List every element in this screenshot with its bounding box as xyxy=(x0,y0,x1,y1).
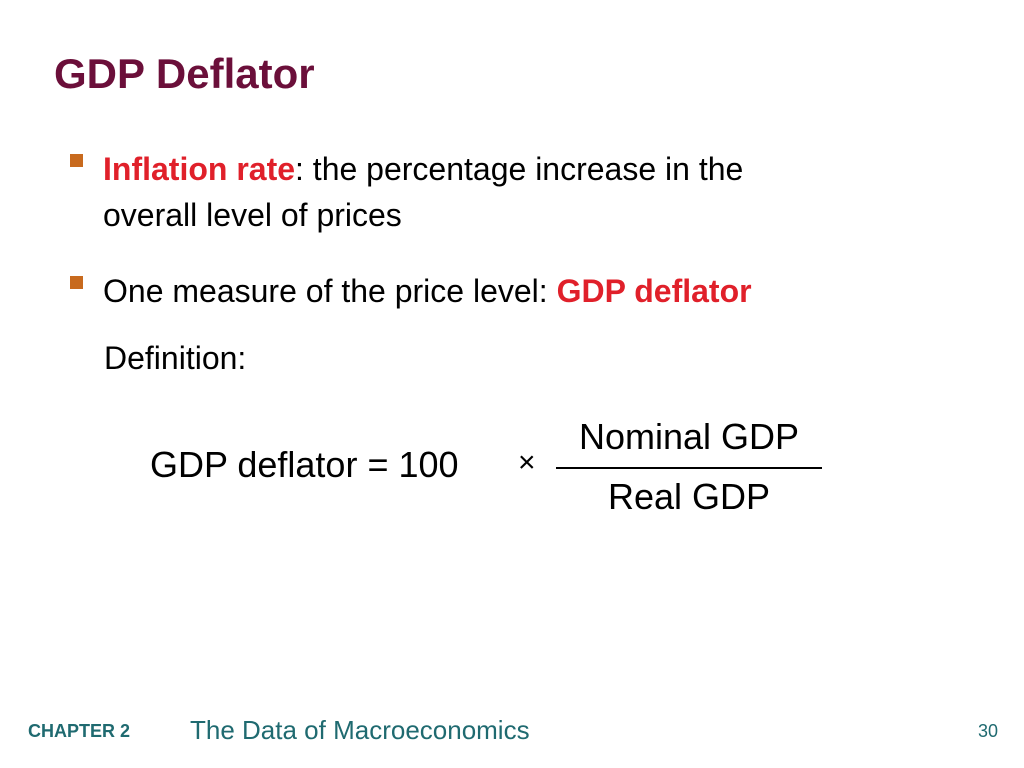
gdp-deflator-formula: GDP deflator = 100 × Nominal GDP Real GD… xyxy=(150,416,830,530)
footer-chapter: CHAPTER 2 xyxy=(28,721,131,741)
formula-numerator: Nominal GDP xyxy=(578,416,800,457)
term-separator: : xyxy=(295,151,304,187)
bullet-text: Inflation rate: the percentage increase … xyxy=(103,146,743,238)
bullet-text: One measure of the price level: GDP defl… xyxy=(103,268,752,314)
fraction-bar xyxy=(556,467,822,469)
multiply-sign: × xyxy=(518,446,536,479)
bullet-line1-rest: the percentage increase in the xyxy=(303,151,744,187)
bullet-price-level-text: One measure of the price level: xyxy=(103,273,557,309)
formula-denominator: Real GDP xyxy=(607,476,771,517)
definition-label: Definition: xyxy=(104,340,247,376)
square-bullet-icon xyxy=(70,154,83,167)
footer-title: The Data of Macroeconomics xyxy=(190,715,530,745)
bullet-line2: overall level of prices xyxy=(103,197,402,233)
formula-lhs: GDP deflator = 100 xyxy=(150,444,459,485)
square-bullet-icon xyxy=(70,276,83,289)
page-number: 30 xyxy=(977,721,998,741)
term-inflation-rate: Inflation rate xyxy=(103,151,296,187)
slide-title: GDP Deflator xyxy=(54,50,315,97)
term-gdp-deflator: GDP deflator xyxy=(556,273,752,309)
